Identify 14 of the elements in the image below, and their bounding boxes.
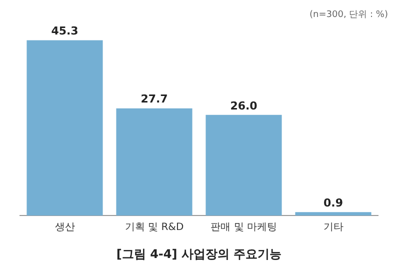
bar bbox=[295, 212, 372, 216]
x-tick-label: 생산 bbox=[54, 222, 75, 234]
data-label: 45.3 bbox=[51, 24, 78, 38]
x-tick-label: 판매 및 마케팅 bbox=[210, 222, 277, 234]
data-label: 27.7 bbox=[140, 92, 168, 106]
text: [그림 4-4] 사업장의 주요기능 bbox=[116, 246, 282, 261]
bar bbox=[206, 114, 282, 216]
data-label: 26.0 bbox=[230, 99, 258, 112]
text: (n=300, 단위 : %) bbox=[310, 10, 388, 20]
data-label: 0.9 bbox=[324, 196, 343, 210]
bar bbox=[116, 108, 192, 216]
x-tick-label: 기타 bbox=[323, 222, 344, 234]
x-tick-label: 기획 및 R&D bbox=[124, 222, 184, 234]
bar bbox=[26, 40, 103, 216]
